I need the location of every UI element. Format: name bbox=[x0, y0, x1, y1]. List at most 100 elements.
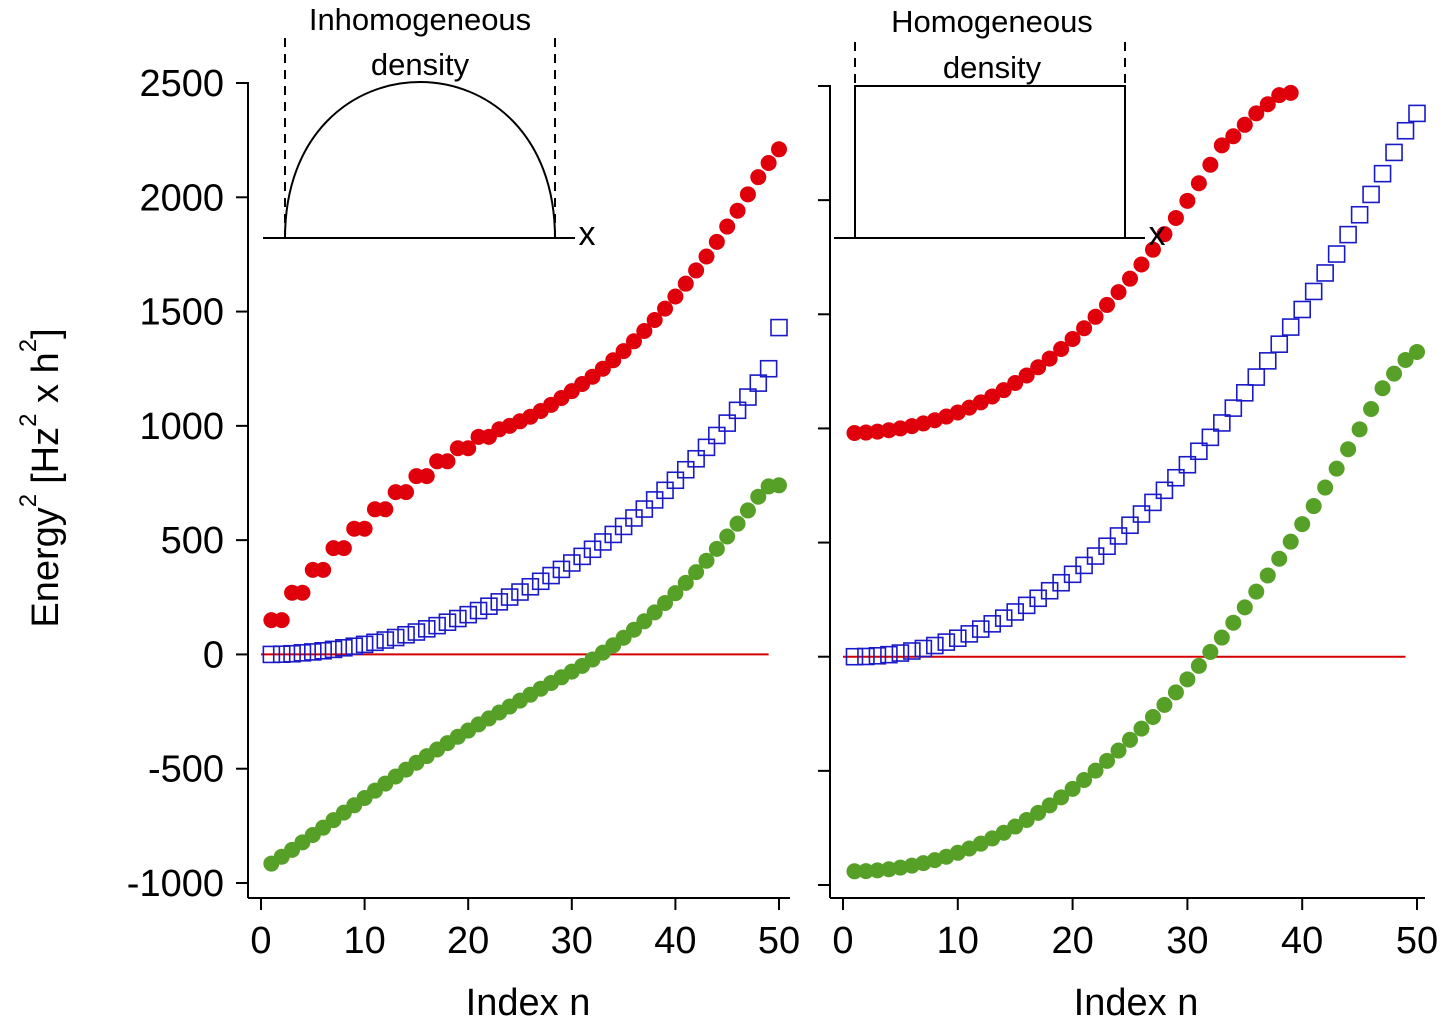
left-upper-point bbox=[760, 155, 777, 171]
left-ytick-label: -500 bbox=[148, 749, 224, 791]
right-lower-point bbox=[1397, 351, 1414, 368]
right-lower-point bbox=[1340, 441, 1357, 458]
right-middle-point bbox=[960, 625, 979, 643]
right-lower-point bbox=[1213, 629, 1230, 646]
right-lower-point bbox=[1179, 671, 1196, 688]
left-middle-point bbox=[397, 625, 415, 644]
left-ytick-label: -1000 bbox=[127, 863, 224, 905]
left-upper-point bbox=[667, 288, 684, 305]
left-upper-point bbox=[625, 333, 642, 350]
left-upper-point bbox=[273, 612, 290, 629]
left-middle-point bbox=[708, 426, 726, 445]
y-axis-title: Energy2[Hz2 x h2] bbox=[15, 328, 67, 627]
right-upper-point bbox=[1053, 340, 1070, 357]
right-upper-point bbox=[1064, 330, 1081, 347]
left-middle-point bbox=[417, 620, 436, 638]
right-lower-point bbox=[1386, 365, 1403, 382]
left-middle-point bbox=[552, 560, 571, 579]
left-middle-point bbox=[366, 633, 384, 652]
right-middle-point bbox=[1017, 596, 1036, 615]
right-middle-point bbox=[1373, 164, 1392, 183]
right-upper-point bbox=[1099, 296, 1116, 313]
right-middle-point bbox=[926, 636, 944, 655]
y-title-unit-close: ] bbox=[25, 328, 67, 339]
left-middle-point bbox=[739, 388, 757, 406]
right-lower-point bbox=[1122, 731, 1138, 748]
left-middle-point bbox=[625, 509, 643, 527]
right-middle-point bbox=[971, 620, 990, 638]
right-lower-point bbox=[1156, 696, 1173, 713]
right-middle-point bbox=[880, 645, 898, 664]
left-middle-point bbox=[687, 449, 705, 468]
left-lower-point bbox=[677, 574, 694, 591]
left-middle-point bbox=[293, 644, 312, 662]
right-middle-point bbox=[1075, 556, 1093, 575]
right-lower-point bbox=[1202, 643, 1219, 660]
right-middle-point bbox=[1190, 442, 1208, 461]
right-lower-point bbox=[1076, 771, 1093, 788]
left-xtick-label: 40 bbox=[654, 920, 696, 962]
right-middle-point bbox=[1224, 399, 1243, 417]
right-inset-x-label: x bbox=[1149, 215, 1166, 253]
left-upper-point bbox=[750, 169, 767, 186]
right-series-upper bbox=[846, 84, 1299, 441]
right-x-ticks: 0 10 20 30 40 50 bbox=[832, 898, 1438, 962]
right-middle-point bbox=[1396, 121, 1415, 140]
left-inset-semicircle bbox=[284, 81, 556, 239]
right-lower-point bbox=[1041, 797, 1058, 814]
left-lower-point bbox=[698, 552, 715, 569]
right-middle-point bbox=[868, 647, 887, 665]
right-middle-point bbox=[1063, 565, 1082, 584]
left-xtick-label: 20 bbox=[447, 920, 489, 962]
left-series-group bbox=[262, 141, 788, 872]
right-middle-point bbox=[983, 615, 1002, 633]
left-xtick-label: 50 bbox=[758, 920, 800, 962]
right-lower-point bbox=[846, 863, 863, 880]
right-middle-point bbox=[1247, 368, 1266, 386]
right-xtick-label: 50 bbox=[1396, 920, 1438, 962]
right-upper-point bbox=[1007, 374, 1024, 391]
right-middle-point bbox=[1086, 547, 1105, 565]
left-middle-point bbox=[449, 609, 467, 628]
right-middle-point bbox=[1270, 335, 1289, 353]
right-upper-point bbox=[1110, 284, 1127, 301]
right-middle-point bbox=[891, 644, 910, 662]
left-middle-point bbox=[480, 597, 498, 616]
left-inset: Inhomogeneous density x bbox=[263, 2, 596, 253]
right-lower-point bbox=[1317, 479, 1334, 496]
right-series-lower bbox=[846, 343, 1425, 880]
left-upper-point bbox=[294, 584, 311, 601]
right-lower-point bbox=[1374, 380, 1391, 397]
left-middle-point bbox=[749, 374, 768, 392]
left-middle-point bbox=[500, 588, 519, 606]
left-series-lower bbox=[263, 477, 787, 872]
left-lower-point bbox=[688, 564, 705, 581]
right-middle-point bbox=[1132, 505, 1151, 523]
right-xtick-label: 0 bbox=[832, 920, 853, 962]
right-middle-point bbox=[994, 609, 1013, 627]
right-lower-point bbox=[1167, 684, 1184, 701]
left-lower-point bbox=[657, 595, 674, 611]
right-lower-point bbox=[857, 863, 874, 880]
right-upper-point bbox=[1076, 320, 1093, 337]
right-upper-point bbox=[1179, 192, 1196, 209]
right-xtick-label: 20 bbox=[1051, 920, 1093, 962]
left-series-middle bbox=[262, 318, 788, 664]
left-middle-point bbox=[490, 593, 509, 611]
left-middle-point bbox=[272, 645, 291, 664]
left-ytick-label: 1000 bbox=[139, 406, 224, 448]
right-middle-point bbox=[1385, 143, 1403, 162]
right-x-label: Index n bbox=[1074, 982, 1199, 1020]
right-y-ticks bbox=[818, 85, 830, 886]
left-middle-point bbox=[376, 631, 395, 649]
left-middle-point bbox=[656, 481, 674, 500]
left-middle-point bbox=[676, 460, 695, 479]
right-middle-point bbox=[914, 639, 933, 658]
right-series-group bbox=[845, 84, 1426, 880]
right-upper-point bbox=[1122, 270, 1138, 287]
left-lower-point bbox=[646, 604, 663, 621]
right-middle-point bbox=[845, 647, 864, 666]
right-lower-point bbox=[1328, 460, 1345, 477]
left-upper-point bbox=[398, 484, 415, 501]
left-x-ticks: 0 10 20 30 40 50 bbox=[250, 898, 800, 962]
